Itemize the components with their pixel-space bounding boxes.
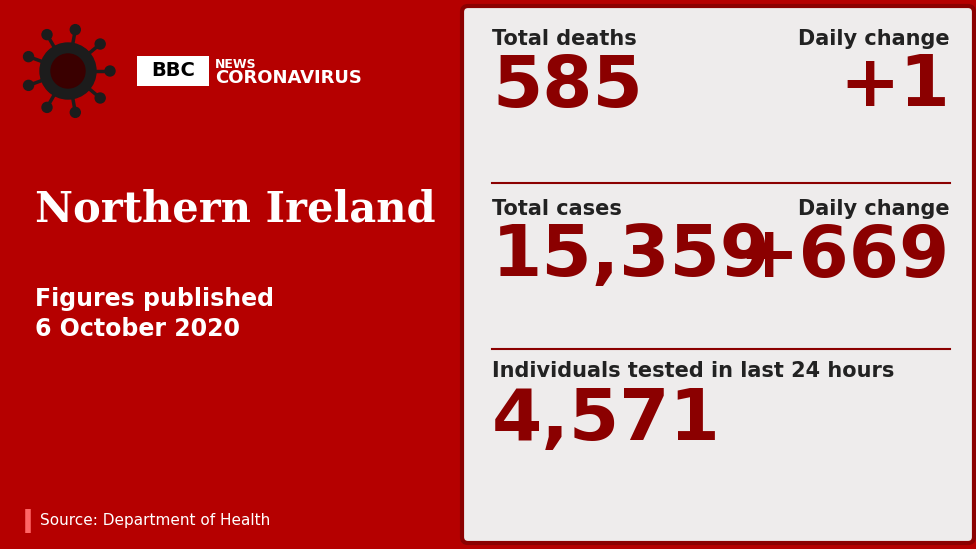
Circle shape: [40, 43, 96, 99]
Text: Source: Department of Health: Source: Department of Health: [40, 513, 270, 529]
Text: Daily change: Daily change: [798, 199, 950, 219]
Circle shape: [42, 102, 52, 113]
Text: 4,571: 4,571: [492, 386, 721, 456]
Circle shape: [23, 52, 33, 61]
Text: CORONAVIRUS: CORONAVIRUS: [215, 69, 362, 87]
Text: Daily change: Daily change: [798, 29, 950, 49]
FancyBboxPatch shape: [137, 56, 209, 86]
Circle shape: [42, 30, 52, 40]
Circle shape: [96, 93, 105, 103]
Circle shape: [70, 108, 80, 117]
Text: +669: +669: [739, 222, 950, 292]
FancyBboxPatch shape: [462, 6, 974, 543]
Text: NEWS: NEWS: [215, 58, 257, 71]
Text: Total deaths: Total deaths: [492, 29, 636, 49]
Text: 6 October 2020: 6 October 2020: [35, 317, 240, 341]
Text: Northern Ireland: Northern Ireland: [35, 188, 435, 230]
Text: 585: 585: [492, 53, 643, 121]
Circle shape: [96, 39, 105, 49]
Circle shape: [105, 66, 115, 76]
Text: 15,359: 15,359: [492, 222, 771, 292]
Text: Total cases: Total cases: [492, 199, 622, 219]
Text: Individuals tested in last 24 hours: Individuals tested in last 24 hours: [492, 361, 894, 381]
Text: +1: +1: [839, 53, 950, 121]
Circle shape: [23, 80, 33, 91]
Circle shape: [70, 25, 80, 35]
Text: Figures published: Figures published: [35, 287, 274, 311]
Text: BBC: BBC: [151, 61, 195, 81]
Circle shape: [51, 54, 85, 88]
